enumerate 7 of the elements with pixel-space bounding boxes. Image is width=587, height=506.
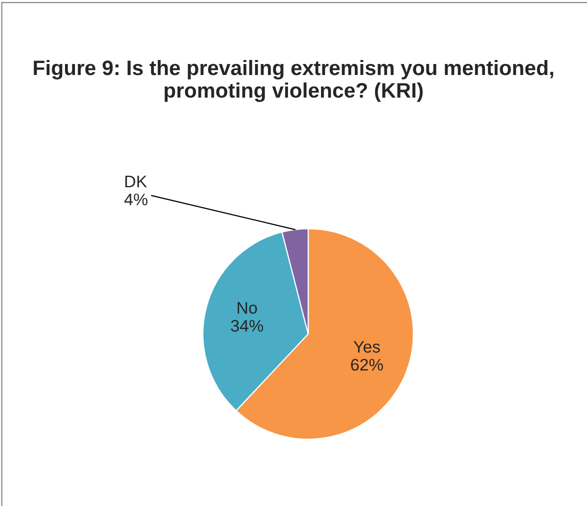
data-label: 4%	[124, 194, 148, 206]
data-label: 34%	[230, 320, 264, 332]
slice-label: No	[238, 302, 257, 314]
slice-label: Yes	[354, 341, 380, 353]
chart-title: Figure 9: Is the prevailing extremism you mentioned, promoting violence? (KRI)	[34, 60, 554, 102]
data-label: 62%	[351, 358, 383, 371]
slice-label: DK	[125, 176, 147, 188]
